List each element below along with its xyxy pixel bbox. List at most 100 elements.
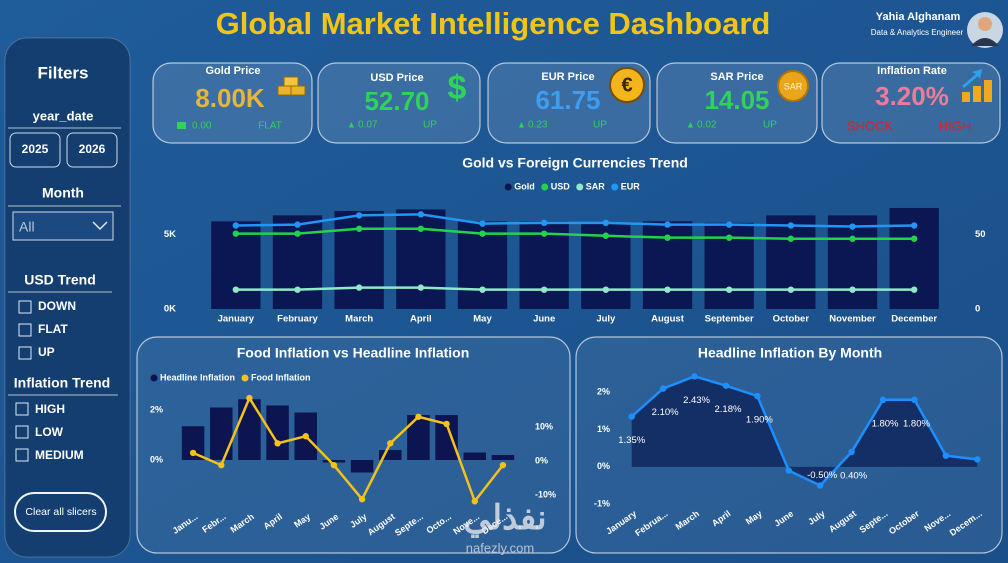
point bbox=[232, 222, 240, 229]
point bbox=[358, 496, 366, 503]
checkbox-label[interactable]: FLAT bbox=[38, 322, 68, 336]
point bbox=[849, 223, 856, 230]
filter-label: USD Trend bbox=[24, 272, 96, 288]
gold-icon bbox=[277, 76, 306, 96]
legend-label: USD bbox=[551, 181, 571, 191]
dropdown-chevron[interactable] bbox=[92, 221, 108, 231]
checkbox-label[interactable]: HIGH bbox=[35, 402, 65, 416]
kpi-icon: SAR bbox=[784, 81, 803, 91]
kpi-value: 8.00K bbox=[195, 83, 265, 113]
avatar-head bbox=[978, 17, 992, 31]
point bbox=[479, 220, 486, 227]
clear-button-label[interactable]: Clear all slicers bbox=[25, 506, 96, 518]
bar bbox=[266, 405, 289, 460]
line bbox=[235, 286, 915, 291]
point bbox=[499, 461, 507, 469]
user-role: Data & Analytics Engineer bbox=[871, 28, 964, 37]
legend-marker bbox=[504, 183, 512, 191]
gold-bar bbox=[283, 76, 299, 87]
x-tick-label: October bbox=[773, 314, 810, 325]
point bbox=[479, 286, 486, 293]
coin-icon bbox=[609, 67, 645, 103]
y-tick-label: 0K bbox=[164, 304, 176, 315]
point bbox=[664, 234, 671, 241]
point bbox=[725, 286, 733, 293]
legend-marker bbox=[241, 374, 249, 382]
chart-panel bbox=[136, 336, 571, 554]
point bbox=[417, 225, 425, 232]
kpi-card bbox=[152, 62, 313, 144]
point bbox=[302, 433, 309, 440]
point bbox=[942, 452, 950, 459]
filter-label: year_date bbox=[33, 108, 94, 123]
x-tick-label: December bbox=[891, 314, 937, 325]
point bbox=[787, 222, 795, 229]
checkbox[interactable] bbox=[18, 300, 32, 314]
sidebar bbox=[4, 37, 131, 558]
kpi-icon: € bbox=[621, 74, 632, 96]
x-tick-label: February bbox=[277, 314, 318, 325]
point bbox=[330, 461, 338, 469]
checkbox-label[interactable]: DOWN bbox=[38, 299, 76, 313]
year-option[interactable]: 2025 bbox=[22, 142, 49, 156]
bar bbox=[463, 452, 487, 460]
year-button[interactable] bbox=[66, 132, 118, 168]
checkbox-label[interactable]: UP bbox=[38, 345, 55, 359]
year-option[interactable]: 2026 bbox=[79, 142, 106, 156]
checkbox-label[interactable]: MEDIUM bbox=[35, 448, 84, 462]
bar bbox=[322, 460, 346, 463]
data-label: 0.40% bbox=[840, 470, 867, 481]
filter-label: Month bbox=[42, 185, 84, 201]
kpi-value: 14.05 bbox=[704, 85, 769, 115]
y-tick-label: -1% bbox=[594, 498, 610, 508]
legend-label: Gold bbox=[514, 181, 535, 191]
point bbox=[910, 235, 918, 242]
point bbox=[787, 286, 795, 293]
point bbox=[879, 396, 887, 403]
y-tick-label: 0% bbox=[597, 461, 610, 471]
point bbox=[540, 230, 548, 237]
checkbox[interactable] bbox=[18, 346, 32, 360]
clear-button[interactable] bbox=[14, 492, 107, 532]
y-tick-label: 5K bbox=[164, 229, 176, 240]
kpi-card bbox=[821, 62, 1001, 144]
kpi-change: 0.07 bbox=[358, 120, 378, 131]
point bbox=[848, 448, 855, 456]
point bbox=[415, 413, 422, 420]
point bbox=[355, 212, 363, 219]
point bbox=[817, 482, 824, 489]
checkbox[interactable] bbox=[15, 425, 29, 439]
checkbox[interactable] bbox=[15, 448, 29, 462]
x-tick-label: May bbox=[473, 314, 492, 325]
data-label: 2.43% bbox=[683, 395, 710, 406]
kpi-arrow: ▲ bbox=[686, 119, 695, 129]
bar bbox=[209, 407, 233, 460]
bar bbox=[435, 415, 458, 460]
kpi-trend: FLAT bbox=[258, 121, 282, 132]
y-tick-label: 10% bbox=[535, 421, 553, 431]
point bbox=[910, 222, 918, 229]
kpi-arrow: ▲ bbox=[517, 119, 526, 129]
legend-label: Food Inflation bbox=[251, 372, 310, 382]
kpi-icon: $ bbox=[448, 69, 467, 107]
chart-title: Food Inflation vs Headline Inflation bbox=[237, 345, 470, 361]
dropdown-value[interactable]: All bbox=[19, 219, 35, 235]
year-button[interactable] bbox=[9, 132, 61, 168]
point bbox=[189, 449, 197, 457]
checkbox[interactable] bbox=[15, 402, 29, 416]
coin-icon bbox=[777, 70, 809, 102]
watermark-url: nafezly.com bbox=[466, 540, 534, 555]
x-tick-label: November bbox=[829, 314, 876, 325]
legend-label: Headline Inflation bbox=[160, 372, 235, 382]
y-tick-label: -10% bbox=[535, 489, 556, 499]
data-label: 2.18% bbox=[714, 404, 741, 415]
kpi-change: 0.00 bbox=[192, 121, 212, 132]
checkbox-label[interactable]: LOW bbox=[35, 425, 64, 439]
checkbox[interactable] bbox=[18, 323, 32, 337]
icon-bar bbox=[973, 86, 981, 102]
point bbox=[754, 392, 761, 400]
bar bbox=[378, 450, 402, 460]
kpi-card bbox=[317, 62, 481, 144]
kpi-trend: UP bbox=[593, 120, 607, 131]
data-label: 2.10% bbox=[652, 407, 679, 418]
